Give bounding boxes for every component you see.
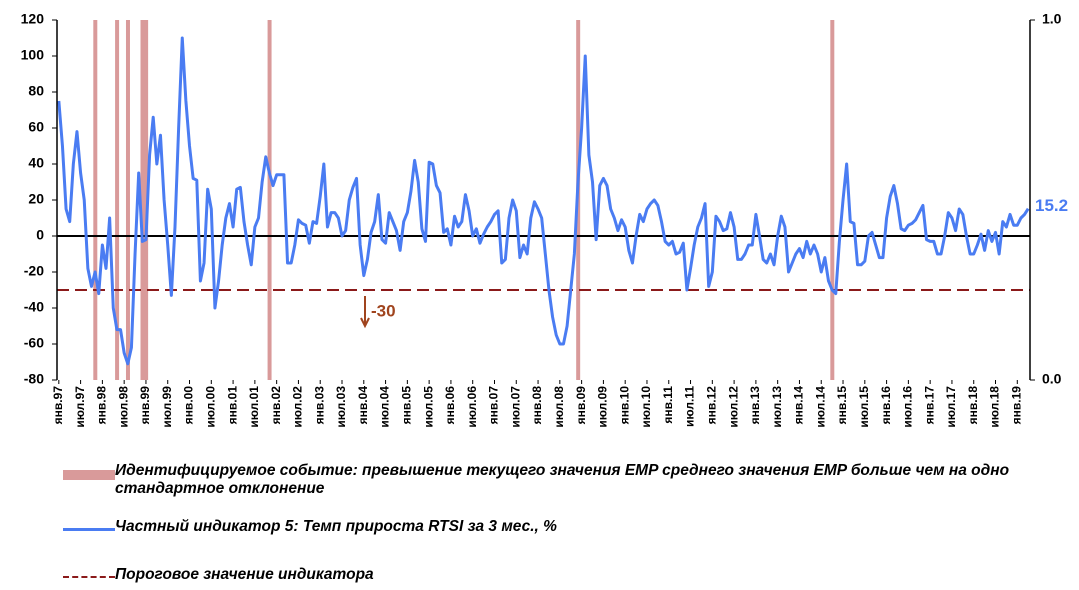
event-bar (115, 20, 120, 380)
y-tick-label: 100 (21, 47, 45, 63)
x-tick-label: янв.07 (487, 386, 501, 425)
x-tick-label: июл.18 (988, 386, 1002, 428)
threshold-arrowhead (360, 317, 370, 329)
x-tick-label: янв.99 (138, 386, 152, 425)
x-tick-label: июл.02 (291, 386, 305, 428)
x-tick-label: июл.98 (116, 386, 130, 428)
x-tick-label: янв.09 (574, 386, 588, 425)
x-tick-label: янв.03 (312, 386, 326, 425)
x-tick-label: июл.10 (639, 386, 653, 428)
y-tick-label: 20 (28, 191, 44, 207)
x-tick-label: июл.06 (465, 386, 479, 428)
y-tick-label: -80 (24, 371, 44, 387)
x-tick-label: янв.15 (835, 386, 849, 425)
x-tick-label: июл.97 (73, 386, 87, 428)
last-value-label: 15.2 (1035, 196, 1068, 215)
event-bar (93, 20, 98, 380)
x-tick-label: июл.05 (421, 386, 435, 428)
x-tick-label: янв.98 (95, 386, 109, 425)
event-bar (267, 20, 272, 380)
y-tick-label: 40 (28, 155, 44, 171)
x-tick-label: янв.10 (617, 386, 631, 425)
x-tick-label: янв.01 (225, 386, 239, 425)
y-tick-label: 0 (36, 227, 44, 243)
x-tick-label: янв.17 (922, 386, 936, 425)
x-tick-label: янв.06 (443, 386, 457, 425)
x-tick-label: июл.13 (770, 386, 784, 428)
x-tick-label: янв.13 (748, 386, 762, 425)
legend-item: Идентифицируемое событие: превышение тек… (63, 462, 1053, 498)
x-tick-label: июл.00 (203, 386, 217, 428)
x-tick-label: июл.03 (334, 386, 348, 428)
y-tick-label: -20 (24, 263, 44, 279)
legend-swatch (63, 470, 115, 480)
event-bar (830, 20, 835, 380)
x-tick-label: янв.12 (704, 386, 718, 425)
chart: -80 -60 -40 -20 0 20 40 60 80 100 120 0.0 1.0 янв.97 и… (21, 11, 1068, 428)
x-tick-label: янв.02 (269, 386, 283, 425)
y-tick-label: -60 (24, 335, 44, 351)
x-tick-label: июл.99 (160, 386, 174, 428)
x-tick-label: июл.12 (726, 386, 740, 428)
y2-tick-label: 1.0 (1042, 11, 1062, 27)
legend-label: Пороговое значение индикатора (115, 566, 374, 583)
y-tick-label: 80 (28, 83, 44, 99)
x-tick-label: июл.09 (596, 386, 610, 428)
x-tick-label: янв.00 (182, 386, 196, 425)
threshold-label: -30 (371, 301, 396, 320)
x-tick-label: июл.01 (247, 386, 261, 428)
x-tick-label: июл.14 (813, 386, 827, 428)
x-tick-label: янв.11 (661, 386, 675, 424)
x-tick-label: янв.19 (1009, 386, 1023, 425)
x-tick-label: янв.04 (356, 386, 370, 425)
y2-tick-label: 0.0 (1042, 371, 1062, 387)
legend-item: Частный индикатор 5: Темп прироста RTSI … (63, 518, 1053, 536)
x-tick-label: янв.16 (879, 386, 893, 425)
x-tick-label: июл.17 (944, 386, 958, 428)
indicator-line (57, 36, 1030, 366)
legend-swatch (63, 576, 115, 578)
x-tick-label: янв.14 (792, 386, 806, 425)
y-tick-label: -40 (24, 299, 44, 315)
x-tick-label: янв.18 (966, 386, 980, 425)
event-bar (140, 20, 145, 380)
x-tick-label: янв.05 (400, 386, 414, 425)
x-tick-label: июл.08 (552, 386, 566, 428)
x-tick-label: июл.07 (508, 386, 522, 428)
x-tick-label: июл.11 (683, 386, 697, 427)
legend-item: Пороговое значение индикатора (63, 566, 1053, 584)
event-bar (144, 20, 149, 380)
x-tick-label: июл.15 (857, 386, 871, 428)
legend-label: Идентифицируемое событие: превышение тек… (115, 462, 1010, 497)
x-tick-label: июл.04 (378, 386, 392, 428)
x-tick-label: янв.08 (530, 386, 544, 425)
x-tick-label: июл.16 (901, 386, 915, 428)
y-tick-label: 120 (21, 11, 45, 27)
legend-swatch (63, 528, 115, 531)
legend-label: Частный индикатор 5: Темп прироста RTSI … (115, 518, 557, 535)
x-tick-label: янв.97 (51, 386, 65, 425)
y-tick-label: 60 (28, 119, 44, 135)
event-bar (125, 20, 130, 380)
